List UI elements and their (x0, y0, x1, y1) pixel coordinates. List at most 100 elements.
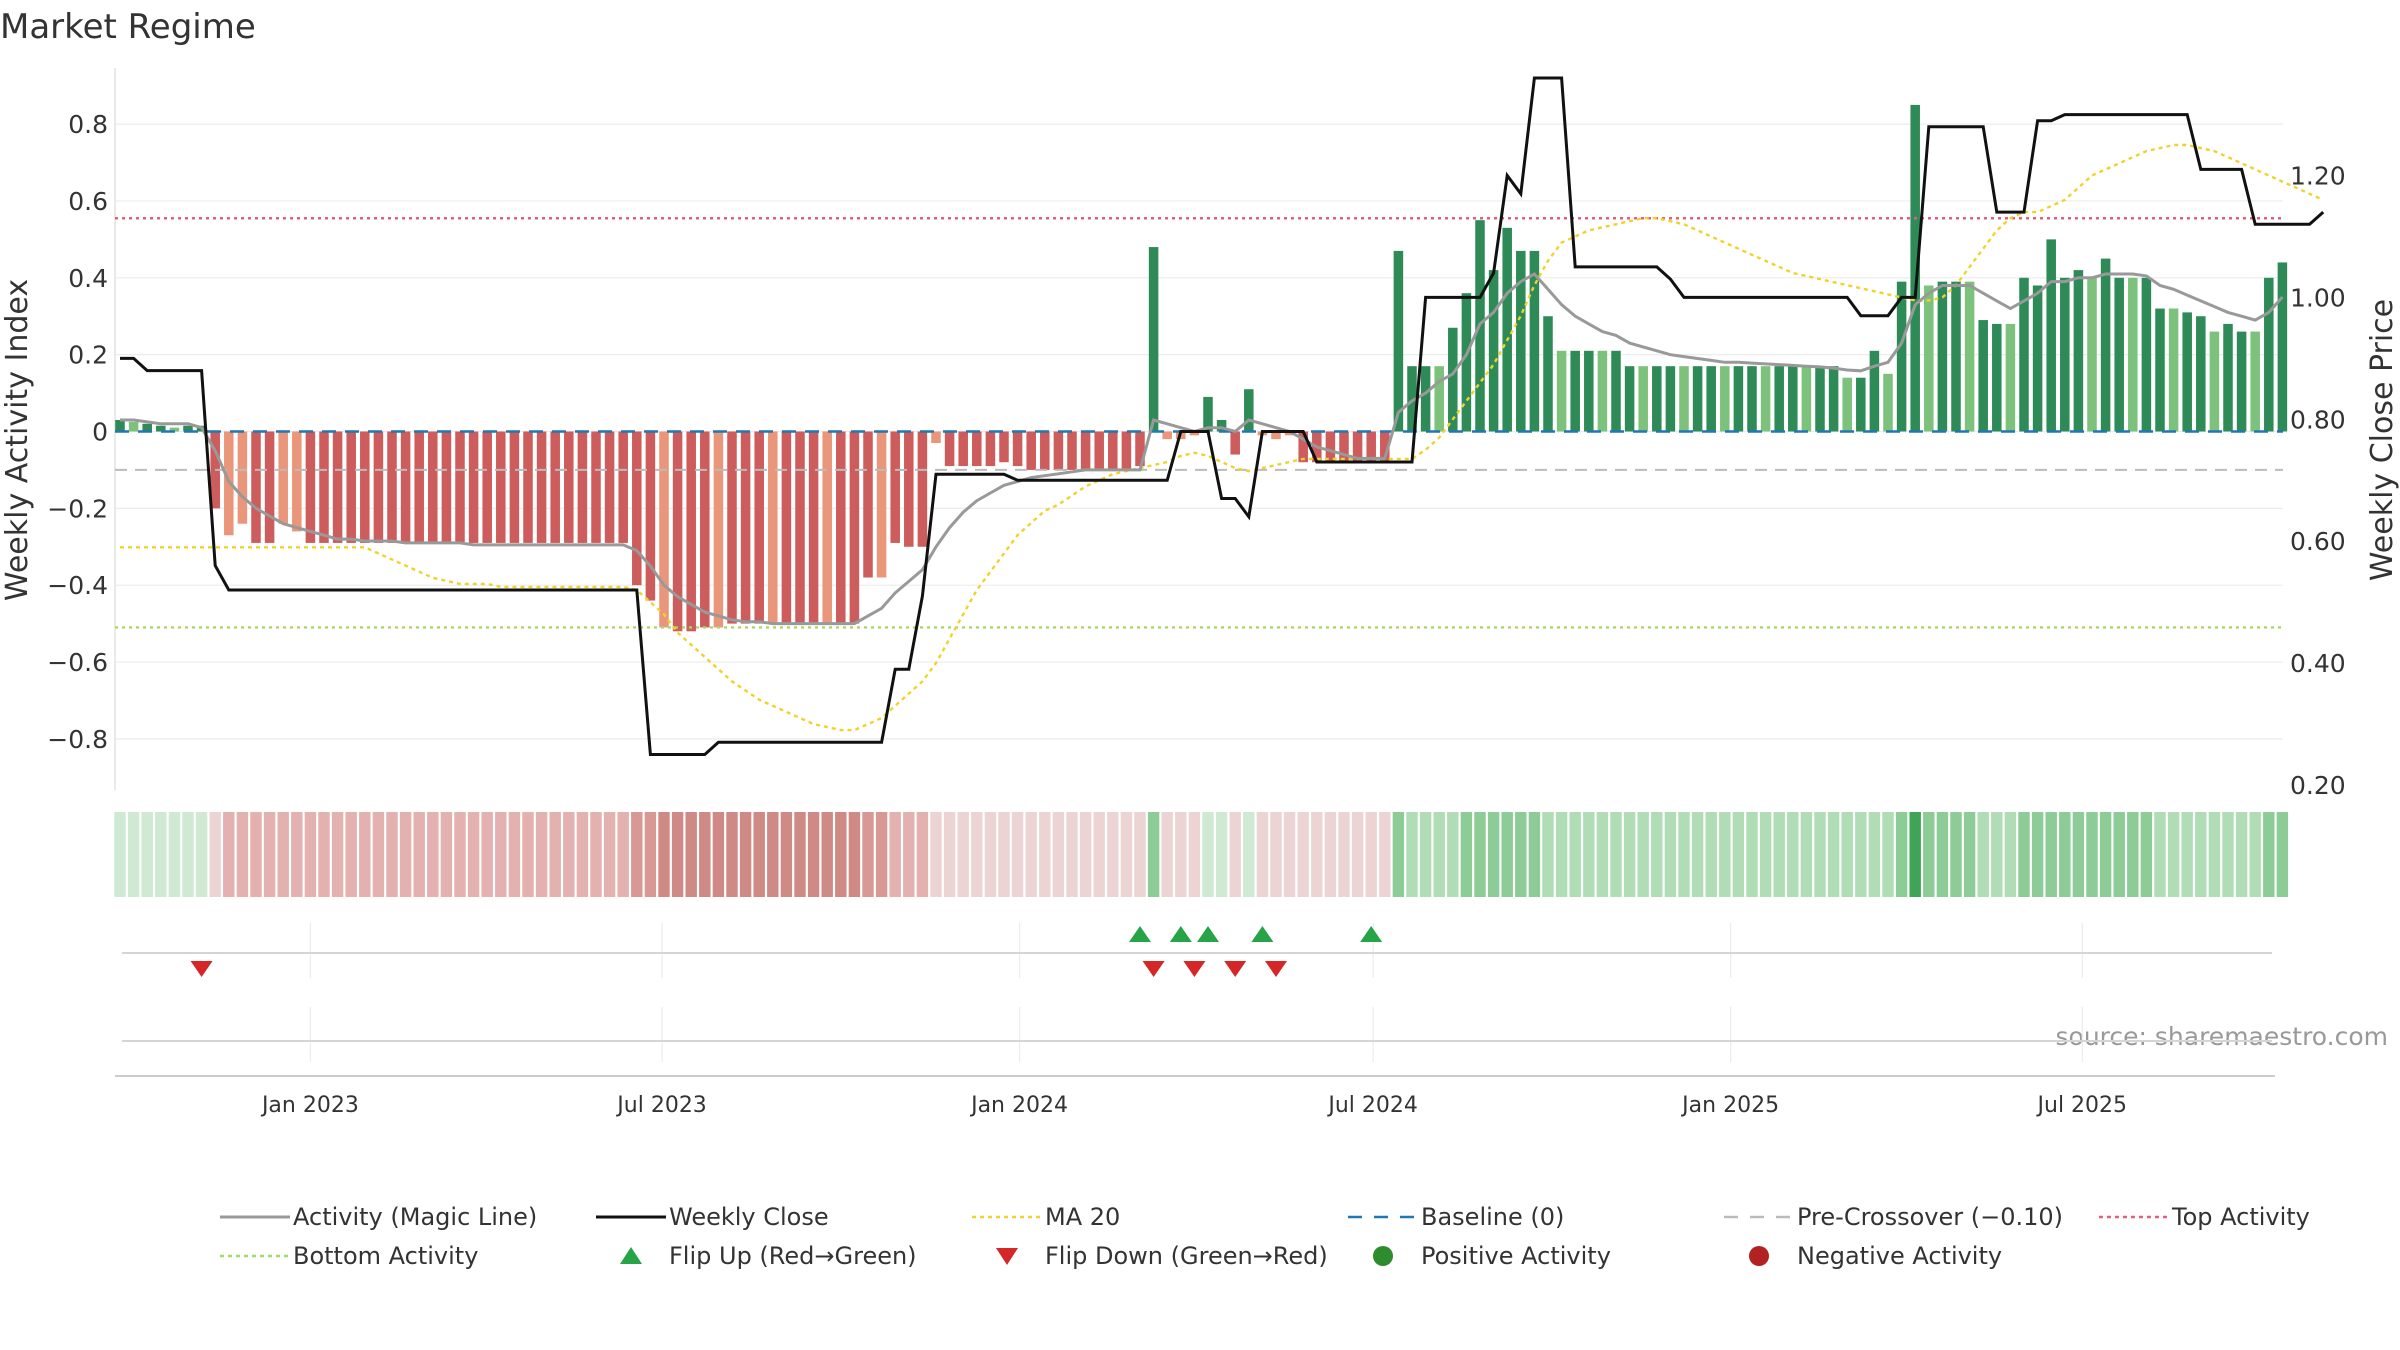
activity-bar (1733, 366, 1744, 432)
regime-strip-cell (549, 812, 561, 897)
regime-strip-cell (1025, 812, 1037, 897)
y-right-tick-label: 0.40 (2290, 649, 2346, 678)
activity-bar (1080, 431, 1091, 470)
activity-bar (1570, 350, 1580, 432)
regime-strip-cell (767, 812, 779, 897)
regime-strip-cell (1705, 812, 1717, 897)
activity-bar (550, 431, 560, 543)
regime-strip-cell (1202, 812, 1214, 897)
legend-label: Top Activity (2171, 1203, 2310, 1231)
source-label: source: sharemaestro.com (2056, 1022, 2389, 1051)
activity-bar (822, 431, 832, 624)
regime-strip-cell (1691, 812, 1704, 897)
y-left-tick-label: −0.6 (47, 648, 108, 677)
regime-strip-cell (1977, 812, 1989, 897)
regime-strip-cell (2167, 812, 2180, 897)
regime-strip-cell (1814, 812, 1826, 897)
activity-bar (1407, 366, 1417, 432)
activity-bar (1094, 431, 1104, 470)
regime-strip-cell (1243, 812, 1255, 897)
regime-strip-cell (331, 812, 344, 897)
activity-bar (2250, 331, 2260, 432)
y-left-tick-label: 0.2 (68, 341, 108, 370)
regime-strip-cell (399, 812, 412, 897)
activity-bar (1434, 366, 1444, 432)
activity-bar (972, 431, 982, 467)
legend-item: Flip Down (Green→Red) (996, 1242, 1328, 1270)
regime-strip-cell (1052, 812, 1065, 897)
regime-strip-cell (2195, 812, 2207, 897)
activity-bar (509, 431, 520, 543)
activity-bar (931, 431, 941, 444)
flip-up-marker (1197, 926, 1219, 942)
regime-strip-cell (1419, 812, 1432, 897)
activity-bar (1774, 366, 1784, 432)
activity-bar (1611, 350, 1621, 432)
regime-strip-cell (712, 812, 725, 897)
regime-strip-cell (726, 812, 738, 897)
legend-flip-down-icon (996, 1248, 1018, 1265)
activity-bar (2100, 258, 2111, 432)
activity-bar (169, 427, 180, 432)
activity-bar (1910, 104, 1920, 432)
flip-down-marker (1142, 961, 1165, 977)
activity-bar (1216, 419, 1227, 432)
activity-bar (1516, 250, 1526, 432)
regime-strip-cell (1256, 812, 1269, 897)
regime-strip-cell (2181, 812, 2193, 897)
regime-strip-cell (440, 812, 453, 897)
flip-down-marker (190, 961, 213, 977)
legend-label: Pre-Crossover (−0.10) (1797, 1203, 2063, 1231)
activity-bar (536, 431, 547, 543)
activity-bar (2236, 331, 2247, 432)
activity-bar (700, 431, 710, 628)
regime-strip-cell (1583, 812, 1595, 897)
regime-strip-cell (753, 812, 765, 897)
activity-bar (441, 431, 452, 543)
activity-bar (1556, 350, 1567, 432)
activity-bar (183, 425, 193, 432)
regime-strip-cell (1759, 812, 1772, 897)
activity-bar (795, 431, 805, 624)
activity-bar (1244, 389, 1254, 432)
regime-strip-cell (2045, 812, 2057, 897)
legend-item: Positive Activity (1373, 1242, 1611, 1270)
regime-strip-cell (1120, 812, 1133, 897)
activity-bar (278, 431, 288, 524)
regime-strip-cell (1963, 812, 1976, 897)
regime-strip-cell (2154, 812, 2166, 897)
legend-label: Negative Activity (1797, 1242, 2002, 1270)
regime-strip-cell (2004, 812, 2017, 897)
regime-strip-cell (1651, 812, 1663, 897)
regime-strip-cell (1270, 812, 1282, 897)
regime-strip-cell (1229, 812, 1241, 897)
legend-label: Flip Up (Red→Green) (669, 1242, 917, 1270)
regime-strip-cell (1719, 812, 1731, 897)
activity-bar (604, 431, 615, 543)
regime-strip-cell (1596, 812, 1609, 897)
regime-strip-cell (794, 812, 806, 897)
weekly-close-line (120, 76, 2325, 756)
y-left-tick-label: 0 (92, 418, 108, 447)
regime-strip-cell (903, 812, 915, 897)
activity-bar (1230, 431, 1240, 455)
activity-bar (1366, 431, 1376, 463)
activity-bar (1135, 431, 1145, 467)
activity-bar (1720, 366, 1730, 432)
regime-strip-cell (195, 812, 208, 897)
regime-strip-cell (454, 812, 466, 897)
activity-bar (1393, 250, 1404, 432)
y-left-tick-label: −0.2 (47, 494, 108, 523)
activity-bar (904, 431, 914, 547)
regime-strip-cell (522, 812, 534, 897)
regime-strip-cell (848, 812, 861, 897)
activity-bar (1380, 431, 1390, 463)
regime-strip-cell (563, 812, 575, 897)
legend-label: Baseline (0) (1421, 1203, 1564, 1231)
regime-strip-cell (631, 812, 643, 897)
activity-bar (1679, 366, 1689, 432)
activity-bar (1992, 323, 2002, 432)
regime-strip-cell (685, 812, 697, 897)
activity-bar (1271, 431, 1281, 440)
activity-bar (428, 431, 438, 543)
